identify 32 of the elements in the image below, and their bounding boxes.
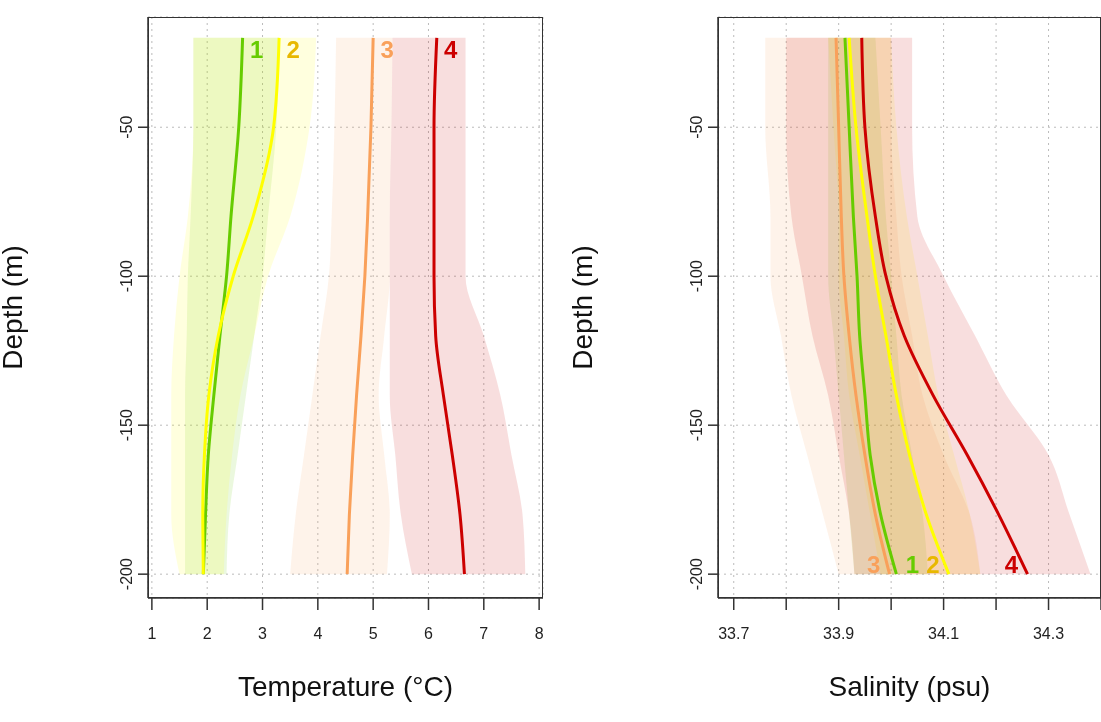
x-tick-label: 2 xyxy=(202,625,212,643)
y-tick-label: -50 xyxy=(118,115,135,139)
series-label: 2 xyxy=(926,550,940,578)
y-tick-label: -200 xyxy=(118,558,135,591)
x-tick-label: 3 xyxy=(258,625,268,643)
x-tick-label: 6 xyxy=(424,625,434,643)
y-tick-label: -150 xyxy=(688,409,705,442)
y-tick-label: -200 xyxy=(688,558,705,591)
x-tick-label: 33.9 xyxy=(823,625,855,643)
x-tick-label: 33.7 xyxy=(718,625,750,643)
x-tick-label: 34.1 xyxy=(928,625,960,643)
series-label: 1 xyxy=(249,36,264,64)
series-label: 2 xyxy=(286,36,300,64)
x-axis-title: Temperature (°C) xyxy=(237,671,454,702)
x-tick-label: 1 xyxy=(147,625,157,643)
y-tick-label: -50 xyxy=(688,115,705,139)
y-axis-title: Depth (m) xyxy=(566,245,598,370)
x-tick-label: 7 xyxy=(479,625,489,643)
series-label: 4 xyxy=(444,36,459,64)
series-label: 3 xyxy=(866,550,881,578)
x-tick-label: 8 xyxy=(534,625,544,643)
y-tick-label: -150 xyxy=(118,409,135,442)
x-axis-title: Salinity (psu) xyxy=(828,671,991,702)
x-tick-label: 4 xyxy=(313,625,323,643)
series-label: 4 xyxy=(1004,550,1019,578)
series-label: 3 xyxy=(380,36,394,64)
series-label: 1 xyxy=(905,550,920,578)
y-tick-label: -100 xyxy=(688,260,705,293)
x-tick-label: 34.3 xyxy=(1032,625,1065,643)
x-tick-label: 5 xyxy=(368,625,378,643)
y-axis-title: Depth (m) xyxy=(0,245,28,370)
y-tick-label: -100 xyxy=(118,260,135,293)
